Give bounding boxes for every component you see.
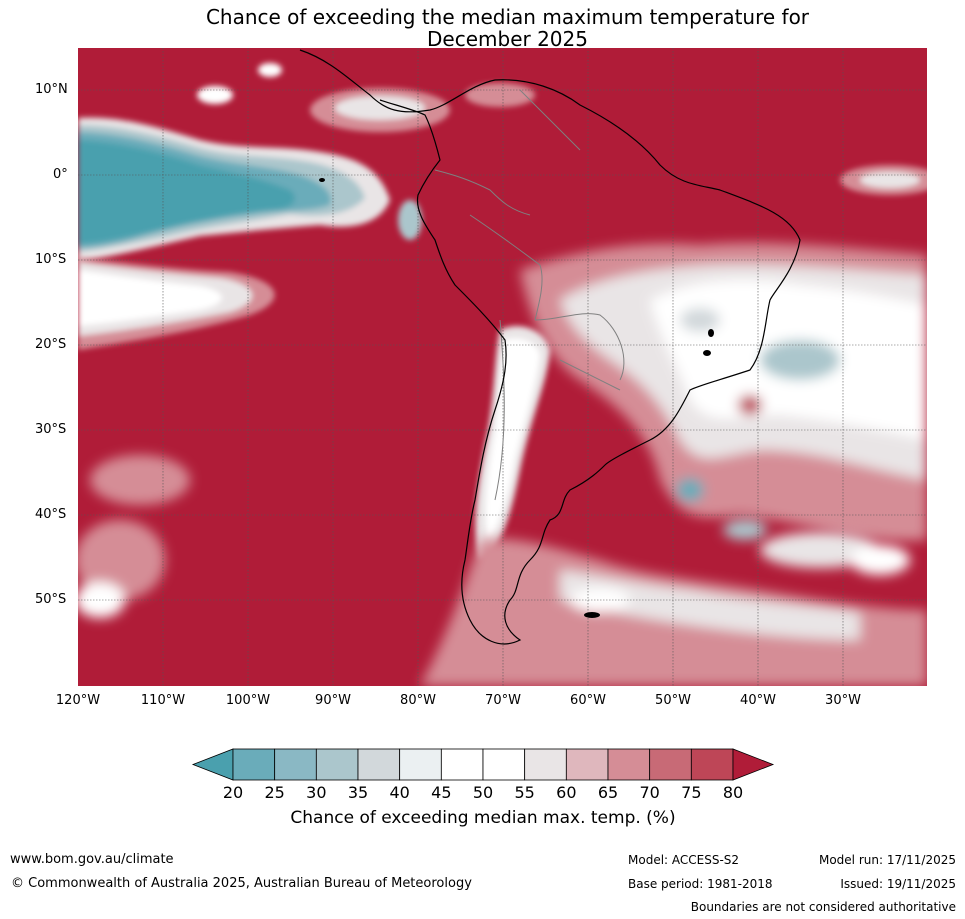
lon-label-50w: 50°W (655, 693, 691, 708)
colorbar-extend-low (191, 748, 234, 781)
colorbar-tick-label: 25 (264, 783, 285, 802)
colorbar-bin (482, 748, 526, 781)
neutral-patches-north (197, 63, 927, 240)
colorbar-tick-label: 65 (597, 783, 619, 802)
colorbar (191, 748, 775, 781)
colorbar-tick-label: 70 (639, 783, 660, 802)
colorbar-bin (232, 748, 276, 781)
country-borders (434, 89, 625, 501)
lon-label-120w: 120°W (55, 693, 101, 708)
lon-label-40w: 40°W (740, 693, 776, 708)
colorbar-bin (357, 748, 401, 781)
colorbar-bin (399, 748, 442, 781)
colorbar-bin (440, 748, 484, 781)
lon-label-30w: 30°W (825, 693, 861, 708)
colorbar-tick-label: 35 (347, 783, 369, 802)
colorbar-bin (524, 748, 567, 781)
colorbar-label: Chance of exceeding median max. temp. (%… (290, 808, 676, 828)
colorbar-bin (565, 748, 609, 781)
title-line-1: Chance of exceeding the median maximum t… (205, 5, 810, 29)
colorbar-tick-label: 60 (556, 783, 577, 802)
neutral-patches-south (78, 455, 927, 686)
title-line-2: December 2025 (427, 27, 588, 51)
colorbar-tick-label: 20 (222, 783, 244, 802)
footer-issued: Issued: 19/11/2025 (840, 877, 956, 891)
footer-base-period: Base period: 1981-2018 (628, 877, 773, 891)
lon-label-80w: 80°W (400, 693, 436, 708)
cool-anomaly-pacific (78, 117, 390, 262)
colorbar-bin (649, 748, 692, 781)
footer-disclaimer: Boundaries are not considered authoritat… (690, 900, 956, 914)
colorbar-tick-label: 30 (306, 783, 327, 802)
neutral-band-pacific (78, 258, 275, 350)
neutral-strip-andes (475, 326, 550, 560)
colorbar-tick-label: 80 (722, 783, 744, 802)
lat-label-50s: 50°S (35, 592, 67, 607)
footer-model-run: Model run: 17/11/2025 (818, 853, 956, 867)
lat-label-40s: 40°S (35, 507, 67, 522)
colorbar-tick-label: 55 (514, 783, 535, 802)
lat-label-0: 0° (53, 167, 68, 182)
graticule (78, 48, 927, 686)
colorbar-tick-label: 50 (472, 783, 494, 802)
footer-copyright: © Commonwealth of Australia 2025, Austra… (11, 876, 472, 891)
lat-label-30s: 30°S (35, 422, 67, 437)
lon-label-90w: 90°W (315, 693, 351, 708)
colorbar-tick-label: 40 (389, 783, 410, 802)
colorbar-bin (274, 748, 317, 781)
colorbar-bin (607, 748, 651, 781)
colorbar-bin (690, 748, 734, 781)
lat-label-20s: 20°S (35, 337, 67, 352)
lon-label-60w: 60°W (570, 693, 606, 708)
colorbar-bin (315, 748, 359, 781)
lat-label-10n: 10°N (35, 82, 68, 97)
lon-label-110w: 110°W (140, 693, 186, 708)
lon-label-100w: 100°W (225, 693, 271, 708)
lat-label-10s: 10°S (35, 252, 67, 267)
footer-website: www.bom.gov.au/climate (10, 852, 174, 867)
lon-label-70w: 70°W (485, 693, 521, 708)
footer-model: Model: ACCESS-S2 (628, 853, 740, 867)
colorbar-tick-label: 75 (681, 783, 702, 802)
map-title: Chance of exceeding the median maximum t… (0, 6, 965, 50)
coastline-islands (319, 178, 714, 618)
colorbar-tick-label: 45 (431, 783, 452, 802)
colorbar-extend-high (732, 748, 775, 781)
coastline-south-america (299, 49, 801, 645)
